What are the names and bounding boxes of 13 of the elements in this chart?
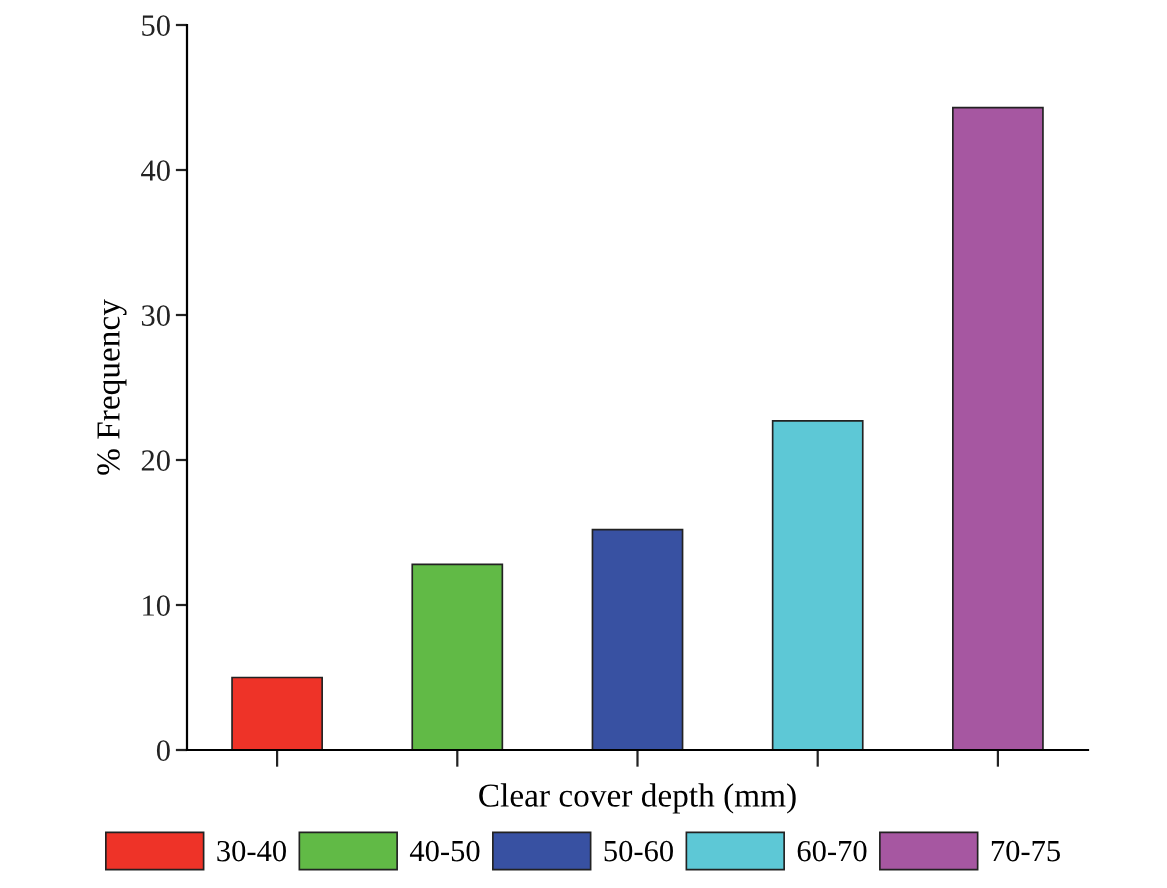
legend-label: 50-60 [604,840,673,862]
legend-label: 70-75 [991,840,1060,862]
y-axis-title: % Frequency [97,299,127,475]
y-tick-label: 10 [143,595,170,616]
y-tick-label: 50 [142,15,170,36]
legend-label: 40-50 [409,840,480,862]
x-axis-title: Clear cover depth (mm) [479,783,796,814]
y-tick-label: 20 [141,450,170,471]
y-tick-label: 30 [141,305,170,326]
y-tick-label: 40 [141,160,170,181]
legend-label: 30-40 [217,840,286,862]
legend-label: 60-70 [797,840,867,862]
y-tick-label: 0 [156,740,170,761]
